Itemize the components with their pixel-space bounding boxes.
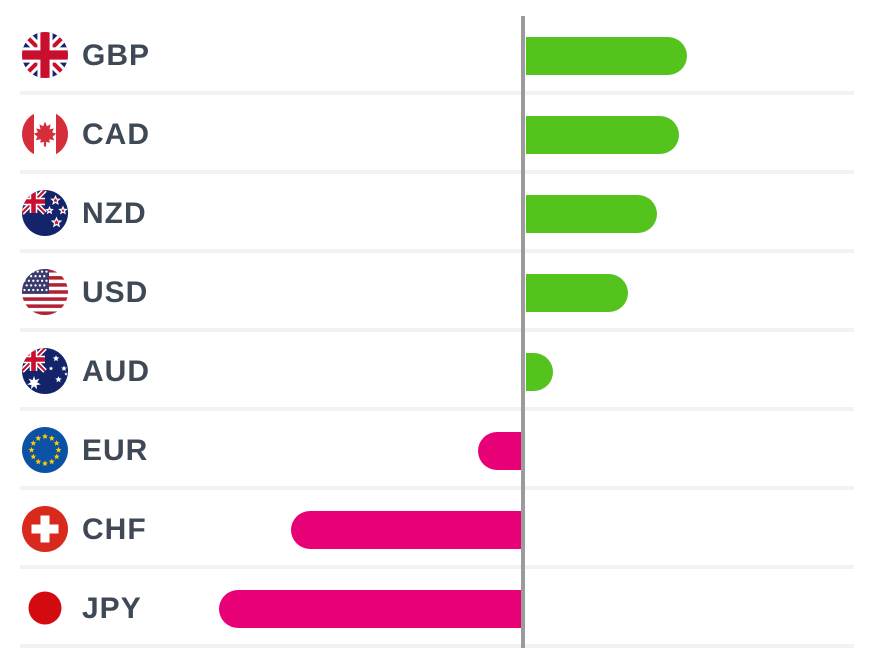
jpy-flag-icon xyxy=(22,585,68,631)
eur-flag-icon xyxy=(22,427,68,473)
zero-axis-line xyxy=(521,16,525,648)
currency-label: AUD xyxy=(82,355,150,388)
usd-flag-icon xyxy=(22,269,68,315)
usd-strength-bar xyxy=(526,274,628,312)
jpy-flag-icon xyxy=(22,585,68,631)
chart-row: JPY xyxy=(20,569,854,648)
currency-label: USD xyxy=(82,276,149,309)
chart-row: CAD xyxy=(20,95,854,174)
usd-flag-icon xyxy=(22,269,68,315)
chart-row: CHF xyxy=(20,490,854,569)
cad-flag-icon xyxy=(22,111,68,157)
currency-label: GBP xyxy=(82,39,151,72)
currency-label: NZD xyxy=(82,197,147,230)
chart-rows: GBP CAD NZD USD AUD EUR CHF JPY xyxy=(20,16,854,648)
gbp-flag-icon xyxy=(22,32,68,78)
aud-flag-icon xyxy=(22,348,68,394)
cad-flag-icon xyxy=(22,111,68,157)
currency-label: CHF xyxy=(82,513,147,546)
chf-flag-icon xyxy=(22,506,68,552)
nzd-flag-icon xyxy=(22,190,68,236)
chart-row: AUD xyxy=(20,332,854,411)
eur-flag-icon xyxy=(22,427,68,473)
aud-strength-bar xyxy=(526,353,553,391)
gbp-flag-icon xyxy=(22,32,68,78)
aud-flag-icon xyxy=(22,348,68,394)
cad-strength-bar xyxy=(526,116,679,154)
chart-row: GBP xyxy=(20,16,854,95)
chart-row: NZD xyxy=(20,174,854,253)
currency-label: EUR xyxy=(82,434,149,467)
nzd-flag-icon xyxy=(22,190,68,236)
currency-label: CAD xyxy=(82,118,150,151)
chart-row: EUR xyxy=(20,411,854,490)
gbp-strength-bar xyxy=(526,37,687,75)
chf-strength-bar xyxy=(291,511,521,549)
eur-strength-bar xyxy=(478,432,521,470)
chart-row: USD xyxy=(20,253,854,332)
currency-label: JPY xyxy=(82,592,142,625)
jpy-strength-bar xyxy=(219,590,521,628)
chf-flag-icon xyxy=(22,506,68,552)
nzd-strength-bar xyxy=(526,195,657,233)
